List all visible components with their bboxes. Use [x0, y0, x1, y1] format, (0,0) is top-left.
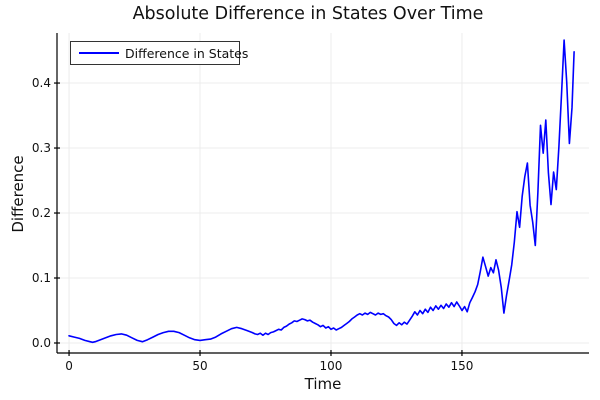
y-tick-label: 0.1	[31, 271, 51, 285]
x-tick-label: 50	[192, 359, 208, 373]
y-tick-label: 0.3	[31, 141, 51, 156]
series-line	[68, 39, 575, 344]
y-tick-label: 0.4	[31, 76, 51, 91]
chart-title: Absolute Difference in States Over Time	[132, 4, 484, 24]
x-tick-label: 0	[65, 359, 73, 373]
legend-label: Difference in States	[125, 45, 249, 61]
legend-box: Difference in States	[70, 41, 248, 65]
y-tick-label: 0.2	[31, 206, 51, 221]
x-tick-label: 100	[319, 359, 343, 373]
x-tick-label: 150	[450, 359, 474, 373]
x-axis-label: Time	[304, 375, 342, 393]
legend-line-sample	[79, 52, 119, 54]
y-tick-label: 0.0	[31, 335, 51, 350]
